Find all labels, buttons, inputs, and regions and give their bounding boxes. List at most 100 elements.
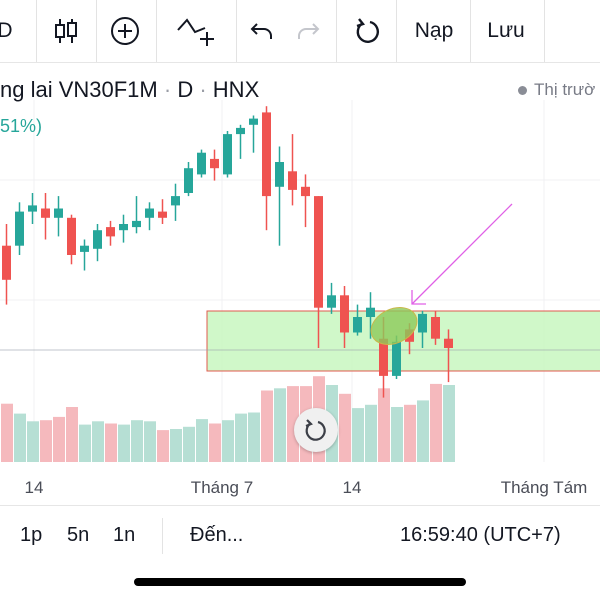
- interval-button[interactable]: D: [0, 19, 13, 42]
- candlestick-icon: [55, 19, 77, 43]
- time-axis-label: 14: [24, 478, 44, 497]
- toolbar-divider: [336, 0, 337, 62]
- save-layout-button[interactable]: Lưu: [487, 19, 525, 42]
- candle: [249, 115, 258, 153]
- range-button-5n[interactable]: 5n: [67, 524, 90, 546]
- range-button-1n[interactable]: 1n: [113, 524, 136, 546]
- range-button-1p[interactable]: 1p: [20, 524, 43, 546]
- candle: [431, 310, 440, 345]
- candle: [444, 329, 453, 383]
- symbol-exchange: HNX: [212, 77, 260, 102]
- volume-bar: [443, 385, 455, 462]
- candle: [353, 304, 362, 336]
- volume-bar: [235, 413, 247, 462]
- candle-body: [392, 341, 401, 376]
- candle-body: [15, 211, 24, 246]
- volume-bar: [404, 404, 416, 462]
- candle-body: [379, 338, 388, 376]
- candle-body: [262, 112, 271, 197]
- undo-button[interactable]: [244, 0, 280, 62]
- indicators-button[interactable]: [172, 0, 220, 62]
- market-status[interactable]: Thị trườ: [518, 80, 595, 100]
- chart-type-button[interactable]: [44, 0, 88, 62]
- candle-body: [275, 162, 284, 187]
- candle: [340, 286, 349, 348]
- volume-bar: [196, 419, 208, 462]
- clock-timezone[interactable]: 16:59:40 (UTC+7): [400, 524, 561, 546]
- candle: [67, 214, 76, 265]
- volume-bar: [27, 421, 39, 462]
- candle: [171, 183, 180, 221]
- status-dot-icon: [518, 85, 527, 95]
- undo-icon: [250, 23, 272, 39]
- volume-bar: [378, 388, 390, 462]
- candle-body: [353, 317, 362, 333]
- load-layout-button[interactable]: Nạp: [414, 19, 454, 42]
- time-axis-label: 14: [342, 478, 362, 497]
- volume-bar: [391, 407, 403, 462]
- redo-button[interactable]: [290, 0, 326, 62]
- candle-body: [327, 295, 336, 308]
- volume-bar: [131, 420, 143, 462]
- candle-body: [145, 208, 154, 218]
- time-axis-label: Tháng 7: [190, 478, 254, 497]
- reset-chart-button[interactable]: [294, 408, 338, 452]
- reload-button[interactable]: [348, 0, 388, 62]
- trend-arrow[interactable]: [411, 203, 513, 305]
- price-chart[interactable]: [0, 100, 600, 462]
- candle-body: [93, 230, 102, 249]
- price-change: 51%): [0, 116, 43, 136]
- volume-bar: [430, 383, 442, 462]
- volume-bar: [170, 429, 182, 462]
- toolbar-divider: [396, 0, 397, 62]
- symbol-header[interactable]: ng lai VN30F1M · D · HNX: [0, 77, 259, 103]
- compare-add-button[interactable]: [102, 0, 148, 62]
- candle-body: [223, 134, 232, 175]
- reset-chart-icon: [305, 419, 326, 441]
- grid-lines: [0, 100, 600, 462]
- candle: [197, 149, 206, 178]
- candle-body: [236, 127, 245, 135]
- market-status-label: Thị trườ: [534, 80, 596, 99]
- top-toolbar: D: [0, 0, 600, 63]
- candle-body: [314, 196, 323, 308]
- volume-bar: [209, 423, 221, 462]
- volume-bar: [118, 424, 130, 462]
- volume-bar: [157, 430, 169, 462]
- candle: [366, 292, 375, 339]
- candle: [184, 162, 193, 197]
- symbol-name: ng lai VN30F1M: [0, 77, 158, 102]
- home-indicator: [134, 578, 466, 586]
- candle-body: [2, 245, 11, 280]
- candle: [210, 149, 219, 181]
- candle-body: [249, 118, 258, 125]
- volume-bar: [365, 404, 377, 462]
- candle: [106, 220, 115, 246]
- candle-body: [119, 224, 128, 231]
- toolbar-divider: [96, 0, 97, 62]
- volume-bar: [53, 416, 65, 462]
- volume-bar: [40, 420, 52, 462]
- volume-bar: [183, 426, 195, 462]
- time-axis[interactable]: 14 Tháng 7 14 Tháng Tám: [0, 462, 600, 502]
- time-axis-label: Tháng Tám: [500, 478, 588, 497]
- candle-body: [28, 205, 37, 212]
- separator-dot: ·: [199, 77, 213, 102]
- candle: [2, 224, 11, 305]
- candle-body: [184, 168, 193, 193]
- volume-bar: [1, 403, 13, 462]
- candle: [275, 146, 284, 246]
- candle-body: [431, 317, 440, 339]
- candle-body: [158, 211, 167, 218]
- goto-date-button[interactable]: Đến...: [190, 524, 244, 546]
- candle: [288, 134, 297, 206]
- candle-body: [171, 196, 180, 206]
- toolbar-divider: [156, 0, 157, 62]
- candle: [314, 196, 323, 348]
- candle: [158, 199, 167, 224]
- volume-bar: [274, 388, 286, 462]
- highlight-ellipse[interactable]: [365, 300, 423, 351]
- candle: [262, 106, 271, 231]
- volume-bar: [287, 386, 299, 462]
- candle: [132, 196, 141, 234]
